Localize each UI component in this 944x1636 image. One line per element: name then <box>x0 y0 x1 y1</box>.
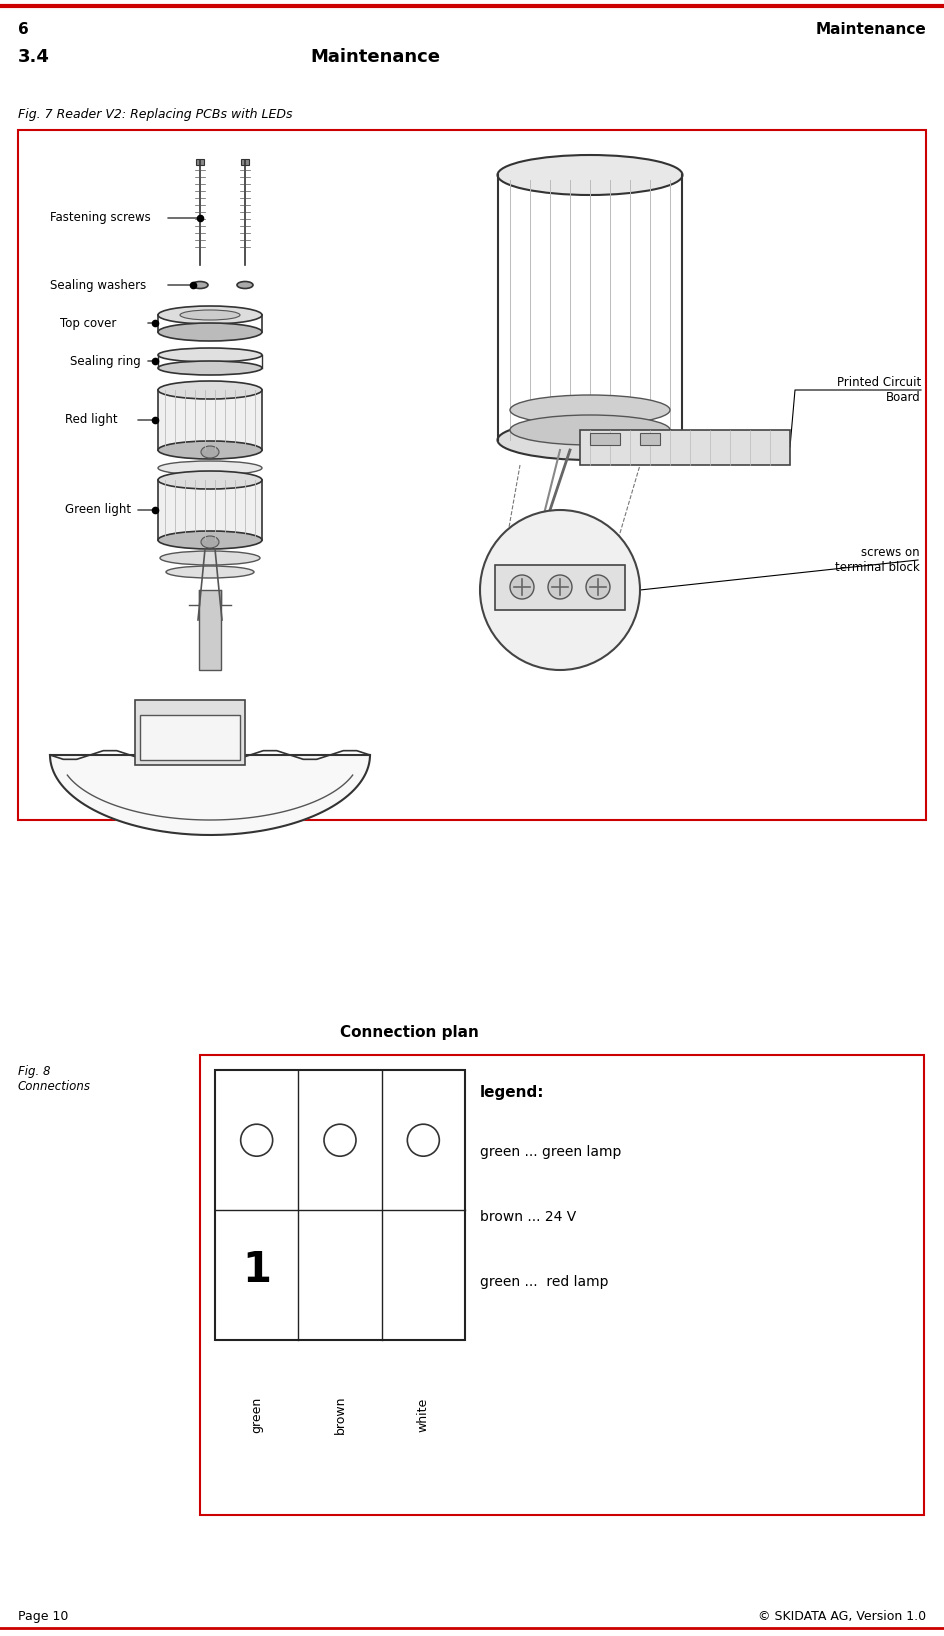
Text: brown ... 24 V: brown ... 24 V <box>480 1211 576 1224</box>
Ellipse shape <box>158 306 262 324</box>
Circle shape <box>241 1124 273 1157</box>
Bar <box>158 389 262 450</box>
Text: legend:: legend: <box>480 1085 545 1099</box>
Text: Green light: Green light <box>65 504 131 517</box>
Bar <box>241 159 249 165</box>
Text: Red light: Red light <box>65 414 118 427</box>
Ellipse shape <box>192 281 208 288</box>
Ellipse shape <box>510 416 670 445</box>
Text: 1: 1 <box>243 1248 271 1291</box>
Circle shape <box>586 574 610 599</box>
Ellipse shape <box>201 447 219 458</box>
Text: Fig. 8
Connections: Fig. 8 Connections <box>18 1065 91 1093</box>
Text: Fig. 7 Reader V2: Replacing PCBs with LEDs: Fig. 7 Reader V2: Replacing PCBs with LE… <box>18 108 293 121</box>
Text: brown: brown <box>333 1396 346 1435</box>
Bar <box>640 434 660 445</box>
Circle shape <box>324 1124 356 1157</box>
Ellipse shape <box>497 420 683 460</box>
Text: green: green <box>250 1397 263 1433</box>
Ellipse shape <box>160 551 260 564</box>
Bar <box>200 1055 924 1515</box>
Text: Connection plan: Connection plan <box>340 1026 479 1040</box>
Ellipse shape <box>201 537 219 548</box>
Bar <box>135 700 245 766</box>
Text: 6: 6 <box>18 21 28 38</box>
Text: Fastening screws: Fastening screws <box>50 211 151 224</box>
Circle shape <box>407 1124 439 1157</box>
Text: white: white <box>417 1397 430 1432</box>
Text: Sealing washers: Sealing washers <box>50 278 146 291</box>
Ellipse shape <box>158 461 262 474</box>
Bar <box>590 434 620 445</box>
Circle shape <box>480 510 640 671</box>
Ellipse shape <box>166 566 254 578</box>
Bar <box>196 159 204 165</box>
Text: Printed Circuit
Board: Printed Circuit Board <box>836 376 921 404</box>
Text: Maintenance: Maintenance <box>816 21 926 38</box>
Bar <box>18 129 926 820</box>
Text: Maintenance: Maintenance <box>310 47 440 65</box>
Text: green ...  red lamp: green ... red lamp <box>480 1274 609 1289</box>
Bar <box>140 715 240 761</box>
Ellipse shape <box>497 155 683 195</box>
Ellipse shape <box>158 362 262 375</box>
Bar <box>199 591 221 671</box>
Text: 3.4: 3.4 <box>18 47 50 65</box>
Circle shape <box>510 574 534 599</box>
Ellipse shape <box>510 394 670 425</box>
Ellipse shape <box>158 348 262 362</box>
Text: screws on
terminal block: screws on terminal block <box>835 546 920 574</box>
Bar <box>215 1070 465 1340</box>
Ellipse shape <box>158 381 262 399</box>
Ellipse shape <box>158 322 262 340</box>
Text: © SKIDATA AG, Version 1.0: © SKIDATA AG, Version 1.0 <box>758 1610 926 1623</box>
Text: Top cover: Top cover <box>60 316 116 329</box>
Ellipse shape <box>180 309 240 321</box>
Text: green ... green lamp: green ... green lamp <box>480 1145 621 1158</box>
Bar <box>495 564 625 610</box>
Bar <box>158 479 262 540</box>
Circle shape <box>548 574 572 599</box>
Text: Sealing ring: Sealing ring <box>70 355 141 368</box>
Polygon shape <box>50 754 370 834</box>
Bar <box>580 430 790 465</box>
Ellipse shape <box>237 281 253 288</box>
Ellipse shape <box>158 442 262 460</box>
Ellipse shape <box>158 471 262 489</box>
Ellipse shape <box>158 532 262 550</box>
Text: Page 10: Page 10 <box>18 1610 68 1623</box>
